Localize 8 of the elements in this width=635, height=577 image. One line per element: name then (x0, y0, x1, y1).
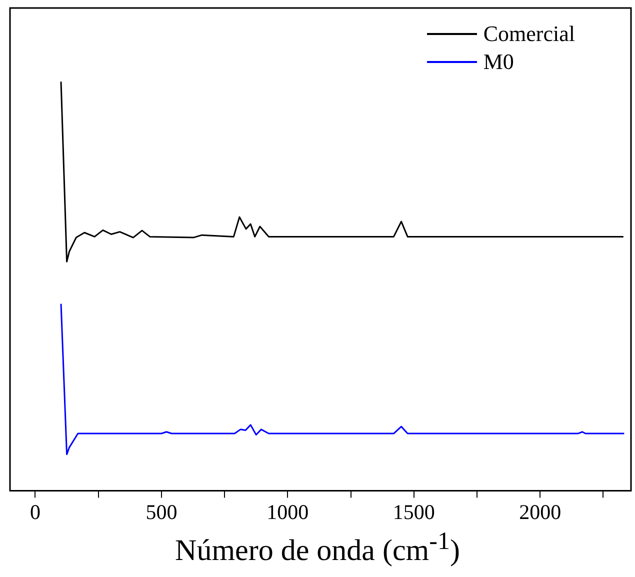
x-tick-label: 2000 (519, 500, 562, 524)
x-tick-label: 1000 (266, 500, 309, 524)
x-tick-label: 0 (30, 500, 40, 524)
x-tick-label: 1500 (392, 500, 435, 524)
legend-label: M0 (483, 49, 514, 75)
x-axis-title: Número de onda (cm$^{-1}$) (174, 528, 461, 568)
x-tick-label: 500 (146, 500, 178, 524)
legend-label: Comercial (483, 21, 575, 47)
